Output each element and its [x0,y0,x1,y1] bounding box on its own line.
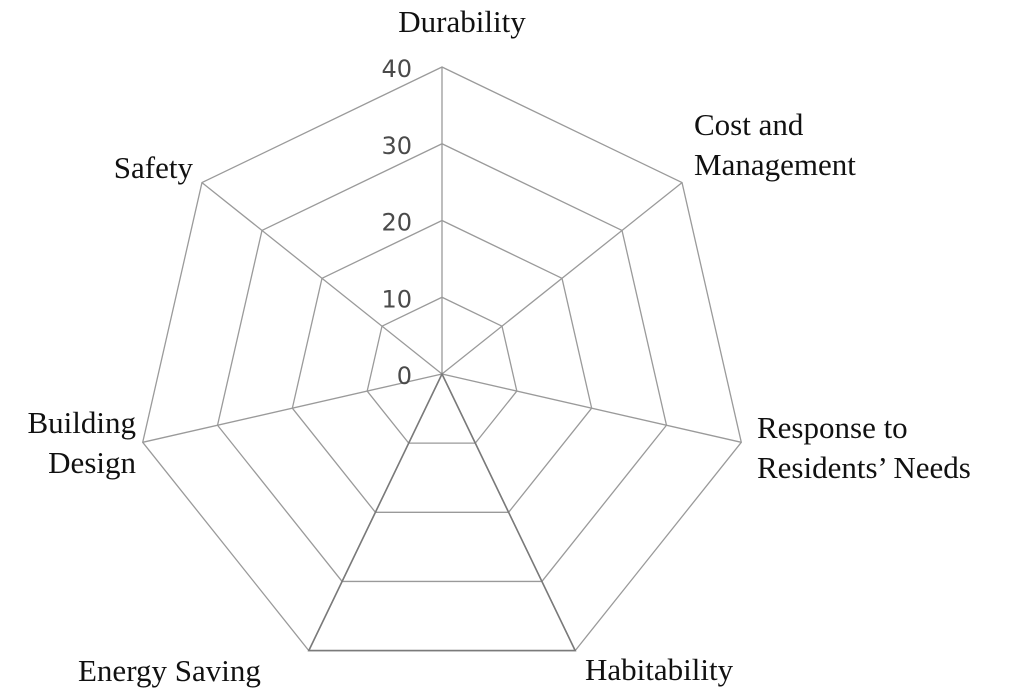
tick-label-layer: 0 10 20 30 40 [381,55,412,390]
series-layer [307,372,577,652]
axis-label-line: Durability [398,4,526,39]
grid-ring-30 [216,143,668,583]
axis-label-line: Cost and [694,107,804,142]
axis-label: Energy Saving [78,653,261,688]
grid-layer [141,66,743,652]
tick-label: 30 [381,132,412,160]
axis-spoke-5 [142,373,443,443]
axis-label: Building Design [27,405,136,480]
axis-label: Habitability [585,652,734,687]
axis-label-line: Habitability [585,652,734,687]
axis-label-line: Residents’ Needs [757,450,971,485]
tick-label: 40 [381,55,412,83]
axis-spoke-6 [201,182,443,375]
axis-label: Safety [114,150,194,185]
tick-label: 10 [381,285,412,313]
axis-label: Durability [398,4,526,39]
axis-label-line: Management [694,147,856,182]
axis-label: Cost and Management [694,107,856,182]
axis-spoke-2 [441,373,742,443]
axis-label: Response to Residents’ Needs [757,410,971,485]
axis-spoke-1 [441,182,683,375]
axis-label-line: Building [27,405,136,440]
tick-label: 0 [397,362,412,390]
axis-label-line: Design [48,445,136,480]
axis-label-line: Safety [114,150,194,185]
grid-ring-10 [366,296,518,444]
axis-label-line: Response to [757,410,908,445]
tick-label: 20 [381,209,412,237]
series-polygon-0 [307,372,577,652]
grid-ring-20 [291,219,593,513]
axis-label-line: Energy Saving [78,653,261,688]
